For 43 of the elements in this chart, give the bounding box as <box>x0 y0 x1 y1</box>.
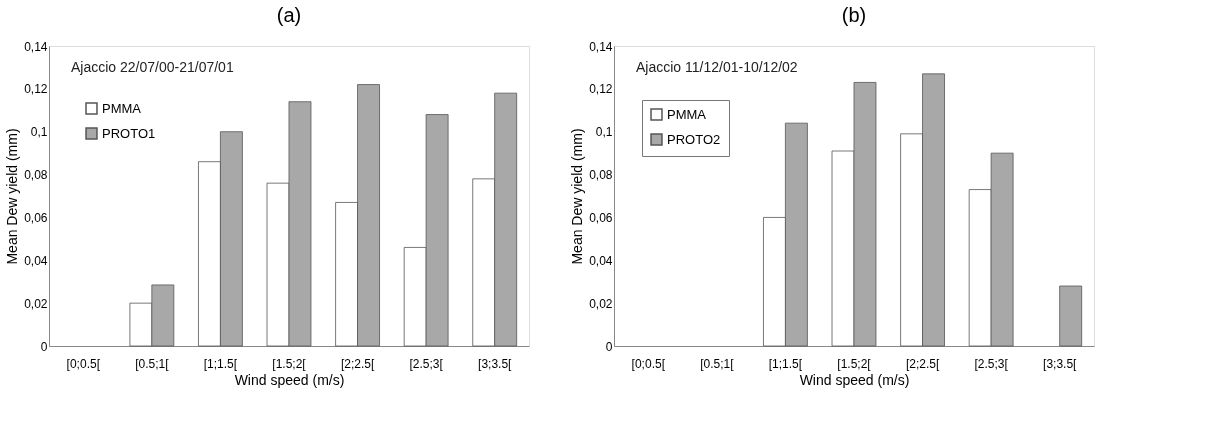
x-tick-label: [0.5;1[ <box>135 356 170 371</box>
y-tick-label: 0,02 <box>24 296 48 311</box>
y-axis-title: Mean Dew yield (mm) <box>569 128 586 265</box>
y-tick-label: 0,04 <box>24 253 48 268</box>
x-tick-label: [0;0.5[ <box>631 356 666 371</box>
x-tick-label: [0.5;1[ <box>700 356 735 371</box>
x-tick-label: [3;3.5[ <box>478 356 513 371</box>
y-tick-label: 0,02 <box>589 296 613 311</box>
y-tick-label: 0,14 <box>589 39 613 54</box>
x-axis-title: Wind speed (m/s) <box>234 371 345 388</box>
y-tick-label: 0,1 <box>30 125 48 140</box>
bar <box>1059 285 1083 347</box>
x-tick-label: [2;2.5[ <box>905 356 940 371</box>
annotation: Ajaccio 22/07/00-21/07/01 <box>71 59 234 75</box>
x-tick-label: [2;2.5[ <box>340 356 375 371</box>
y-tick-label: 0,06 <box>24 210 48 225</box>
y-tick-label: 0,12 <box>589 82 613 97</box>
y-axis-title: Mean Dew yield (mm) <box>4 128 21 265</box>
x-tick-label: [3;3.5[ <box>1043 356 1078 371</box>
x-tick-label: [1.5;2[ <box>272 356 307 371</box>
x-tick-label: [2.5;3[ <box>409 356 444 371</box>
chart-title: (b) <box>841 4 867 26</box>
y-tick-label: 0,04 <box>589 253 613 268</box>
legend-label: PROTO2 <box>667 131 721 147</box>
legend-label: PROTO1 <box>102 125 156 141</box>
y-tick-label: 0 <box>40 339 48 354</box>
y-tick-label: 0,08 <box>24 168 48 183</box>
annotation: Ajaccio 11/12/01-10/12/02 <box>636 59 798 75</box>
x-tick-label: [1;1.5[ <box>203 356 238 371</box>
x-tick-label: [0;0.5[ <box>66 356 101 371</box>
y-tick-label: 0,08 <box>589 168 613 183</box>
y-tick-label: 0,06 <box>589 210 613 225</box>
legend-label: PMMA <box>667 106 707 122</box>
chart-title: (a) <box>276 4 302 26</box>
x-tick-label: [1.5;2[ <box>837 356 872 371</box>
y-tick-label: 0,1 <box>595 125 613 140</box>
y-tick-label: 0,12 <box>24 82 48 97</box>
x-axis-title: Wind speed (m/s) <box>799 371 910 388</box>
x-tick-label: [1;1.5[ <box>768 356 803 371</box>
y-tick-label: 0 <box>605 339 613 354</box>
x-tick-label: [2.5;3[ <box>974 356 1009 371</box>
y-tick-label: 0,14 <box>24 39 48 54</box>
legend-label: PMMA <box>102 100 142 116</box>
